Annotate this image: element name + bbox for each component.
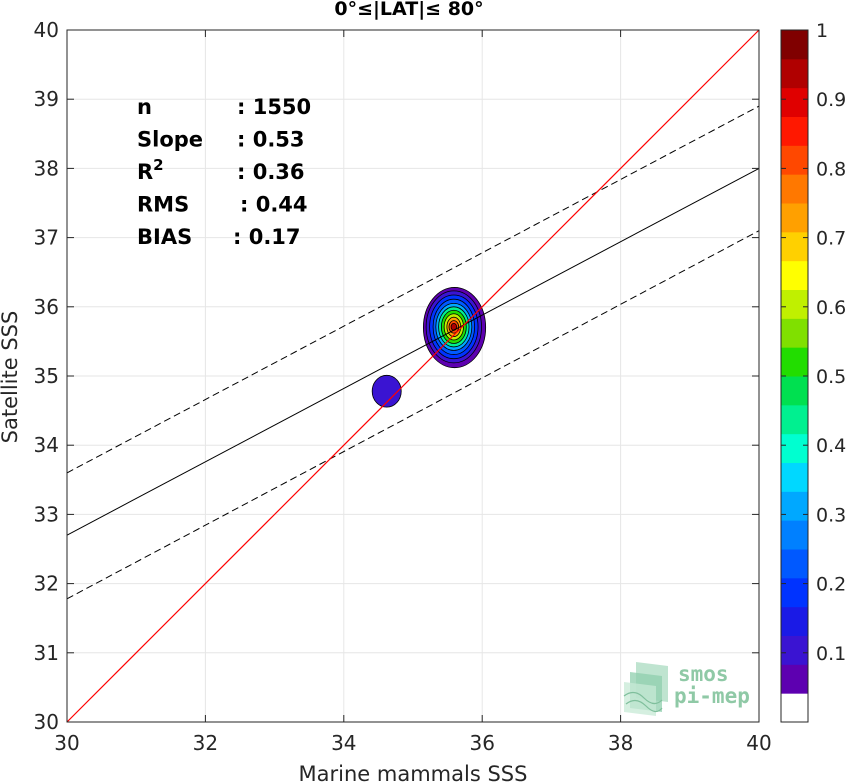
y-tick-label: 37 xyxy=(34,226,59,250)
x-tick-label: 36 xyxy=(469,731,494,755)
stat-value: : 0.53 xyxy=(237,128,305,152)
colorbar-segment xyxy=(781,520,808,550)
colorbar-segment xyxy=(781,289,808,319)
colorbar-segment xyxy=(781,433,808,463)
confidence-line xyxy=(66,105,760,474)
colorbar-segment xyxy=(781,376,808,406)
y-tick-label: 40 xyxy=(34,18,59,42)
logo-text-line1: smos xyxy=(678,662,729,686)
x-tick-label: 32 xyxy=(193,731,218,755)
colorbar-tick-label: 0.9 xyxy=(816,89,846,111)
stat-label: BIAS xyxy=(137,225,192,249)
colorbar-segment xyxy=(781,145,808,175)
colorbar-segment xyxy=(781,635,808,665)
colorbar-segment xyxy=(781,116,808,146)
colorbar-tick-label: 1 xyxy=(816,20,828,42)
colorbar-tick-label: 0.2 xyxy=(816,574,846,596)
stat-value: : 0.17 xyxy=(233,225,301,249)
regression-lines xyxy=(66,29,760,723)
logo-text-line2: pi-mep xyxy=(674,684,750,708)
colorbar-segment xyxy=(781,231,808,262)
colorbar-tick-label: 0.1 xyxy=(816,643,846,665)
density-contours xyxy=(371,287,487,408)
y-tick-label: 36 xyxy=(34,295,59,319)
y-tick-label: 35 xyxy=(34,364,59,388)
stat-value: : 0.44 xyxy=(240,193,308,217)
colorbar-segment xyxy=(781,664,808,694)
stat-superscript: 2 xyxy=(153,156,163,174)
colorbar-segment xyxy=(781,174,808,204)
logo-mark-icon xyxy=(623,662,668,716)
colorbar-segment xyxy=(781,693,808,723)
confidence-line xyxy=(66,230,760,600)
colorbar-segment xyxy=(781,58,808,89)
colorbar: 0.1 0.2 0.3 0.4 0.5 0.6 0.7 0.8 0.9 1 xyxy=(780,20,846,723)
colorbar-tick-label: 0.7 xyxy=(816,228,846,250)
colorbar-segment xyxy=(781,606,808,636)
colorbar-segment xyxy=(781,30,808,60)
colorbar-segment xyxy=(781,347,808,377)
x-tick-label: 34 xyxy=(331,731,356,755)
y-tick-label: 38 xyxy=(34,156,59,180)
stat-label: R2 xyxy=(137,156,164,184)
colorbar-segment xyxy=(781,462,808,492)
density-contour xyxy=(371,374,402,408)
y-tick-label: 30 xyxy=(34,710,59,734)
y-tick-label: 32 xyxy=(34,572,59,596)
x-tick-label: 38 xyxy=(608,731,633,755)
colorbar-segment xyxy=(781,318,808,348)
colorbar-segment xyxy=(781,260,808,290)
one-to-one-line xyxy=(66,29,760,723)
colorbar-segment xyxy=(781,404,808,435)
colorbar-tick-label: 0.3 xyxy=(816,504,846,526)
y-axis-label: Satellite SSS xyxy=(0,311,22,444)
colorbar-segment xyxy=(781,577,808,608)
colorbar-tick-label: 0.5 xyxy=(816,366,846,388)
x-tick-label: 30 xyxy=(54,731,79,755)
stat-label: n xyxy=(137,95,152,119)
y-tick-label: 31 xyxy=(34,641,59,665)
colorbar-tick-label: 0.6 xyxy=(816,297,846,319)
x-tick-label: 40 xyxy=(746,731,771,755)
stat-value: : 0.36 xyxy=(237,160,305,184)
smos-pi-mep-logo: smos pi-mep xyxy=(623,662,750,716)
y-tick-label: 34 xyxy=(34,433,59,457)
stat-label: RMS xyxy=(137,193,189,217)
x-axis-label: Marine mammals SSS xyxy=(299,762,528,784)
colorbar-tick-label: 0.8 xyxy=(816,158,846,180)
colorbar-segment xyxy=(781,549,808,579)
chart-title: 0°≤|LAT|≤ 80° xyxy=(334,0,483,20)
colorbar-segment xyxy=(781,87,808,117)
fit-line xyxy=(66,167,760,536)
y-tick-label: 33 xyxy=(34,502,59,526)
colorbar-segment xyxy=(781,491,808,521)
axis-ticks: 30 32 34 36 38 40 30 31 32 33 34 35 36 37 38 39 40 xyxy=(34,18,772,755)
stats-box: n : 1550 Slope : 0.53 R2 : 0.36 RMS : 0.44 BIAS:… xyxy=(137,95,311,249)
y-tick-label: 39 xyxy=(34,87,59,111)
stat-value: : 1550 xyxy=(237,95,311,119)
stat-label: Slope xyxy=(137,128,203,152)
colorbar-tick-label: 0.4 xyxy=(816,435,846,457)
colorbar-segment xyxy=(781,203,808,233)
